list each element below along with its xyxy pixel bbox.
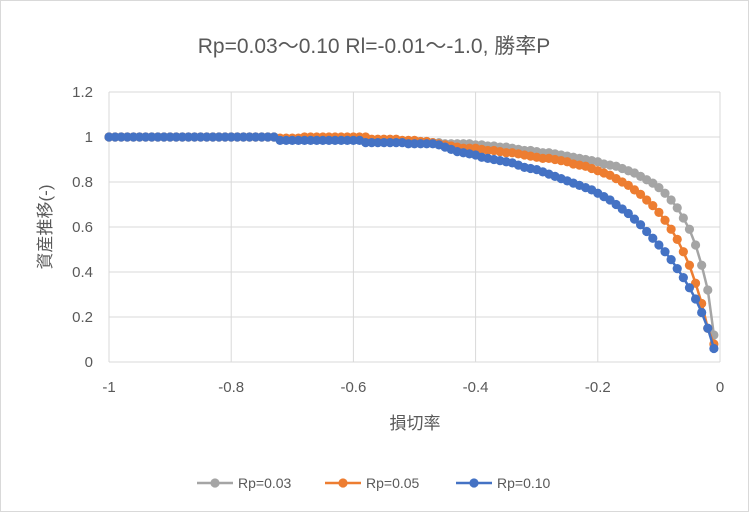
data-point — [660, 247, 670, 257]
data-point — [654, 240, 664, 250]
data-point — [678, 273, 688, 283]
data-point — [642, 226, 652, 237]
data-point — [678, 247, 688, 257]
data-point — [697, 307, 707, 318]
x-tick-label: -0.2 — [585, 379, 611, 396]
data-point — [678, 213, 688, 223]
data-point — [629, 214, 640, 224]
legend-item: Rp=0.03 — [197, 475, 292, 491]
data-point — [684, 224, 695, 234]
data-point — [666, 224, 676, 234]
data-point — [672, 264, 682, 274]
data-point — [660, 188, 670, 198]
legend-item: Rp=0.10 — [456, 475, 551, 491]
series-group — [104, 132, 719, 354]
chart-title: Rp=0.03〜0.10 Rl=-0.01〜-1.0, 勝率P — [198, 35, 551, 58]
data-point — [635, 189, 646, 199]
x-tick-label: -1 — [102, 379, 115, 396]
data-point — [703, 285, 713, 295]
y-tick-label: 1.2 — [72, 84, 93, 101]
y-axis-title: 資産推移(-) — [36, 185, 55, 270]
legend-marker — [338, 478, 348, 488]
data-point — [672, 234, 682, 244]
series-Rp=0.05 — [104, 132, 719, 349]
data-point — [623, 208, 633, 219]
data-point — [635, 220, 646, 230]
data-point — [654, 183, 664, 193]
data-point — [642, 195, 652, 205]
series-Rp=0.10 — [104, 132, 719, 354]
legend-label: Rp=0.05 — [366, 475, 420, 491]
data-point — [684, 260, 695, 270]
legend-label: Rp=0.03 — [238, 475, 292, 491]
y-tick-label: 0.8 — [72, 174, 93, 191]
y-tick-label: 1 — [85, 129, 93, 146]
data-point — [690, 240, 701, 250]
y-tick-label: 0.2 — [72, 309, 93, 326]
data-point — [666, 255, 676, 265]
data-point — [690, 294, 701, 304]
x-tick-label: 0 — [716, 379, 724, 396]
legend-label: Rp=0.10 — [497, 475, 551, 491]
data-point — [648, 233, 658, 243]
data-point — [672, 203, 682, 213]
data-point — [666, 195, 676, 205]
data-point — [684, 283, 695, 293]
y-tick-label: 0.6 — [72, 219, 93, 236]
legend-marker — [469, 478, 479, 488]
y-tick-label: 0 — [85, 354, 93, 371]
data-point — [660, 215, 670, 225]
x-axis-title: 損切率 — [390, 414, 441, 433]
y-tick-label: 0.4 — [72, 264, 93, 281]
legend-marker — [210, 478, 220, 488]
series-Rp=0.03 — [104, 132, 719, 340]
data-point — [648, 201, 658, 211]
x-tick-label: -0.4 — [463, 379, 489, 396]
data-point — [697, 260, 707, 270]
data-point — [709, 343, 719, 354]
legend-item: Rp=0.05 — [325, 475, 420, 491]
data-point — [703, 323, 713, 333]
x-tick-label: -0.6 — [340, 379, 366, 396]
x-tick-label: -0.8 — [218, 379, 244, 396]
legend: Rp=0.03 Rp=0.05 Rp=0.10 — [197, 475, 551, 491]
axes: 0 0.2 0.4 0.6 0.8 1 1.2 -1 -0.8 -0.6 -0.4 -0.2 0 — [72, 84, 724, 396]
data-point — [654, 207, 664, 217]
